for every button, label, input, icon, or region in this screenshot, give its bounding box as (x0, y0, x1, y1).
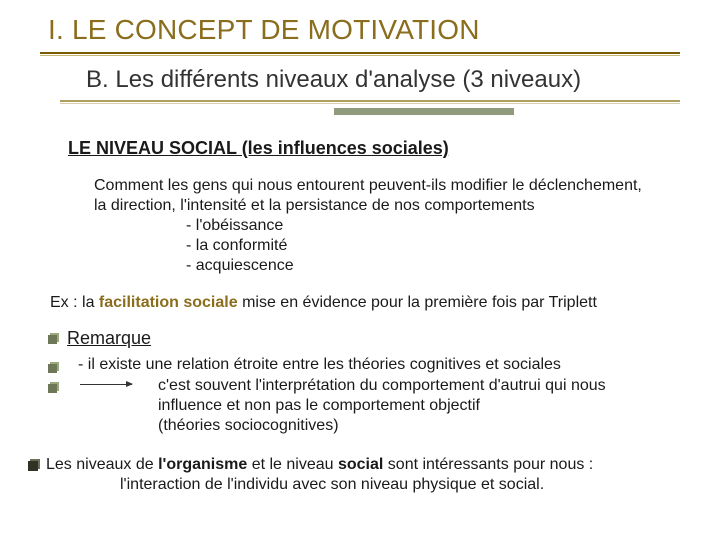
bullet-list: - l'obéissance - la conformité - acquies… (186, 216, 294, 276)
title-underline-light (40, 55, 680, 56)
square-bullet-dark-icon (30, 459, 40, 469)
conclusion-line-2: l'interaction de l'individu avec son niv… (120, 476, 544, 494)
conclusion-prefix: Les niveaux de (46, 456, 158, 473)
intro-text: Comment les gens qui nous entourent peuv… (94, 176, 704, 216)
bullet-item-1: - l'obéissance (186, 217, 283, 234)
example-bold: facilitation sociale (99, 294, 238, 311)
subtitle-underline (60, 100, 680, 102)
conclusion-line-1: Les niveaux de l'organisme et le niveau … (30, 456, 710, 474)
title-underline (40, 52, 680, 54)
remark-line-1: - il existe une relation étroite entre l… (78, 356, 561, 374)
remark-block-line-3: (théories sociocognitives) (158, 417, 339, 434)
remarque-row: Remarque (50, 328, 151, 349)
remark-block-line-2: influence et non pas le comportement obj… (158, 397, 480, 414)
conclusion-bold-1: l'organisme (158, 456, 247, 473)
conclusion-bold-2: social (338, 456, 383, 473)
bullet-item-3: - acquiescence (186, 257, 294, 274)
example-prefix: Ex : la (50, 294, 99, 311)
remarque-label: Remarque (67, 328, 151, 348)
subtitle: B. Les différents niveaux d'analyse (3 n… (86, 66, 581, 94)
remark-block-line-1: c'est souvent l'interprétation du compor… (158, 377, 606, 394)
square-bullet-icon (50, 382, 59, 391)
intro-line-1: Comment les gens qui nous entourent peuv… (94, 177, 642, 194)
subtitle-underline-light (60, 103, 680, 104)
bullet-item-2: - la conformité (186, 237, 287, 254)
remark-block: c'est souvent l'interprétation du compor… (158, 376, 698, 436)
example-line: Ex : la facilitation sociale mise en évi… (50, 294, 597, 312)
arrow-icon (80, 384, 132, 385)
accent-bar (334, 108, 514, 115)
conclusion-suffix: sont intéressants pour nous : (383, 456, 593, 473)
square-bullet-icon (50, 333, 59, 342)
example-suffix: mise en évidence pour la première fois p… (238, 294, 597, 311)
section-heading: LE NIVEAU SOCIAL (les influences sociale… (68, 138, 449, 159)
square-bullet-icon (50, 362, 59, 371)
intro-line-2: la direction, l'intensité et la persista… (94, 197, 535, 214)
page-title: I. LE CONCEPT DE MOTIVATION (48, 14, 480, 46)
conclusion-mid: et le niveau (247, 456, 338, 473)
